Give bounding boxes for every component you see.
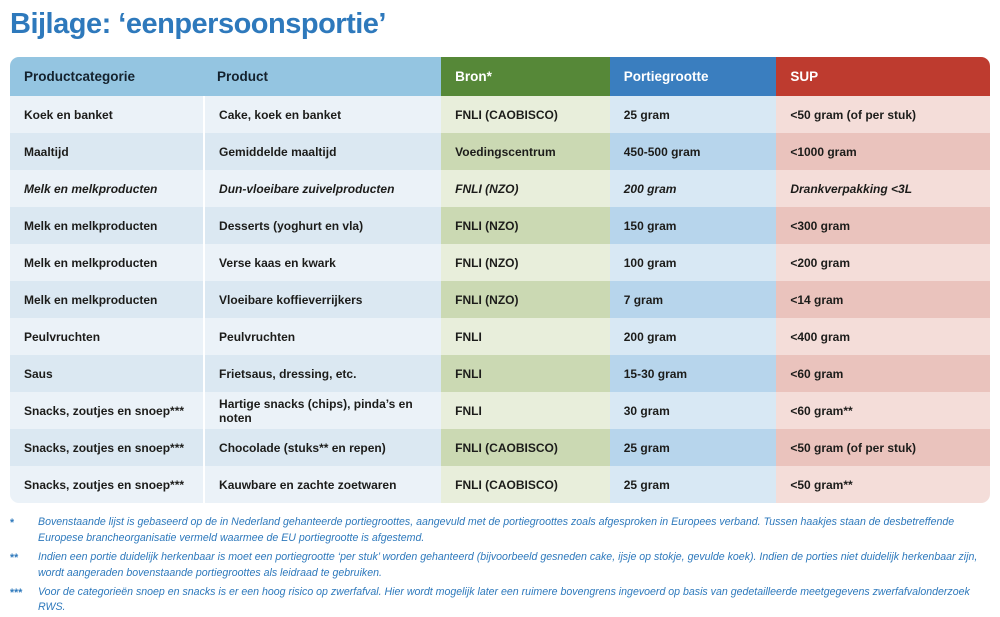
table-header-row: Productcategorie Product Bron* Portiegroott… [10,57,990,96]
cell-category: Melk en melkproducten [10,207,204,244]
cell-portie: 200 gram [609,170,777,207]
cell-bron: FNLI (NZO) [441,281,610,318]
cell-sup: <50 gram (of per stuk) [776,96,990,133]
cell-product: Chocolade (stuks** en repen) [203,429,442,466]
portion-table: Productcategorie Product Bron* Portiegroott… [10,57,990,503]
portion-table-container: Productcategorie Product Bron* Portiegroott… [10,57,990,503]
cell-category: Saus [10,355,204,392]
cell-product: Gemiddelde maaltijd [203,133,442,170]
table-row: Koek en banket Cake, koek en banket FNLI (… [10,96,990,133]
cell-bron: FNLI (NZO) [441,207,610,244]
cell-bron: FNLI (CAOBISCO) [441,429,610,466]
table-row: Snacks, zoutjes en snoep*** Kauwbare en z… [10,466,990,503]
column-header-category: Productcategorie [10,57,204,96]
cell-product: Cake, koek en banket [203,96,442,133]
footnote-marker: *** [10,586,23,599]
cell-sup: <400 gram [776,318,990,355]
cell-product: Vloeibare koffieverrijkers [203,281,442,318]
cell-sup: <60 gram** [776,392,990,429]
footnote-text: Bovenstaande lijst is gebaseerd op de in… [38,516,955,544]
table-row: Snacks, zoutjes en snoep*** Hartige snack… [10,392,990,429]
cell-category: Snacks, zoutjes en snoep*** [10,466,204,503]
cell-product: Desserts (yoghurt en vla) [203,207,442,244]
cell-portie: 25 gram [609,466,777,503]
cell-bron: FNLI (CAOBISCO) [441,96,610,133]
cell-bron: FNLI (NZO) [441,244,610,281]
cell-category: Koek en banket [10,96,204,133]
cell-portie: 150 gram [609,207,777,244]
footnote-marker: ** [10,551,19,564]
cell-category: Melk en melkproducten [10,170,204,207]
cell-portie: 30 gram [609,392,777,429]
cell-category: Melk en melkproducten [10,281,204,318]
cell-product: Kauwbare en zachte zoetwaren [203,466,442,503]
column-header-product: Product [203,57,442,96]
footnote-text: Indien een portie duidelijk herkenbaar i… [38,550,978,579]
cell-portie: 100 gram [609,244,777,281]
cell-category: Peulvruchten [10,318,204,355]
cell-portie: 450-500 gram [609,133,777,170]
cell-bron: FNLI [441,318,610,355]
cell-portie: 25 gram [609,429,777,466]
cell-sup: <300 gram [776,207,990,244]
cell-category: Snacks, zoutjes en snoep*** [10,392,204,429]
cell-category: Snacks, zoutjes en snoep*** [10,429,204,466]
cell-bron: FNLI [441,392,610,429]
cell-sup: <50 gram** [776,466,990,503]
cell-bron: Voedingscentrum [441,133,610,170]
footnote: ** Indien een portie duidelijk herkenbaar… [10,550,995,582]
cell-sup: <14 gram [776,281,990,318]
table-row: Snacks, zoutjes en snoep*** Chocolade (st… [10,429,990,466]
column-header-sup: SUP [776,57,990,96]
cell-bron: FNLI [441,355,610,392]
cell-portie: 15-30 gram [609,355,777,392]
table-row: Maaltijd Gemiddelde maaltijd Voedingscentr… [10,133,990,170]
cell-product: Verse kaas en kwark [203,244,442,281]
table-row: Melk en melkproducten Vloeibare koffiever… [10,281,990,318]
table-row: Melk en melkproducten Desserts (yoghurt e… [10,207,990,244]
footnotes: * Bovenstaande lijst is gebaseerd op de i… [10,515,995,616]
table-row: Melk en melkproducten Dun-vloeibare zuive… [10,170,990,207]
footnote: *** Voor de categorieën snoep en snacks i… [10,585,995,617]
cell-category: Melk en melkproducten [10,244,204,281]
cell-bron: FNLI (NZO) [441,170,610,207]
cell-portie: 7 gram [609,281,777,318]
cell-sup: <1000 gram [776,133,990,170]
table-row: Saus Frietsaus, dressing, etc. FNLI 15-30 g… [10,355,990,392]
column-header-bron: Bron* [441,57,610,96]
footnote: * Bovenstaande lijst is gebaseerd op de i… [10,515,995,547]
column-header-portie: Portiegrootte [609,57,777,96]
cell-portie: 200 gram [609,318,777,355]
cell-product: Frietsaus, dressing, etc. [203,355,442,392]
table-row: Melk en melkproducten Verse kaas en kwark… [10,244,990,281]
page-title: Bijlage: ‘eenpersoonsportie’ [10,8,386,40]
cell-sup: <60 gram [776,355,990,392]
cell-product: Dun-vloeibare zuivelproducten [203,170,442,207]
table-row: Peulvruchten Peulvruchten FNLI 200 gram <400… [10,318,990,355]
cell-portie: 25 gram [609,96,777,133]
cell-category: Maaltijd [10,133,204,170]
footnote-marker: * [10,517,15,529]
cell-sup: Drankverpakking <3L [776,170,990,207]
cell-sup: <200 gram [776,244,990,281]
footnote-text: Voor de categorieën snoep en snacks is e… [38,585,970,614]
cell-product: Peulvruchten [203,318,442,355]
cell-product: Hartige snacks (chips), pinda’s en noten [203,392,442,429]
cell-sup: <50 gram (of per stuk) [776,429,990,466]
cell-bron: FNLI (CAOBISCO) [441,466,610,503]
